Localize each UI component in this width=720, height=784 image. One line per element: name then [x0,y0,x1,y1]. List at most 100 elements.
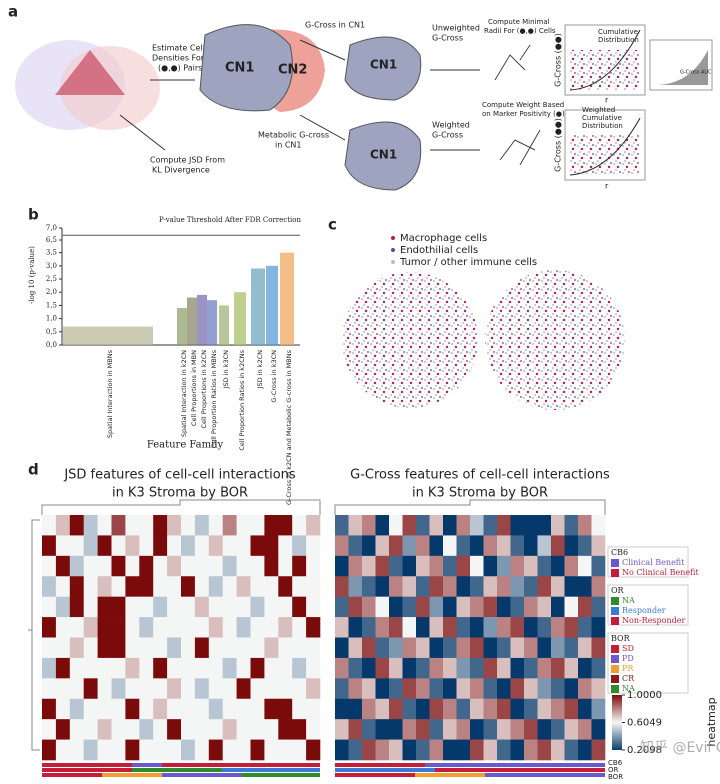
text: G-Cross in CN1 [305,21,365,30]
heatmap-cell [591,555,606,577]
heatmap-cell [389,678,403,700]
text: on Marker Positivity (●) [482,110,565,118]
heatmap-cell [250,698,265,720]
heatmap-cell [564,515,579,536]
heatmap-cell [335,739,349,761]
heatmap-cell [510,576,525,597]
heatmap-cell [483,657,498,679]
colorbar-label: heatmap [705,697,718,746]
heatmap-cell [250,657,265,679]
heatmap-cell [167,576,182,597]
legend-label: CR [622,674,635,683]
heatmap-cell [348,698,363,720]
heatmap-cell [416,535,430,557]
heatmap-cell [578,576,592,597]
y-tick-label: 6,5 [46,236,57,244]
heatmap-cell [69,596,84,618]
heatmap-cell [167,515,182,536]
heatmap-cell [139,657,154,679]
x-tick-label: Spatial Interaction in k2CN [180,350,188,437]
heatmap-cell [222,596,237,618]
track-label: CB6 [608,759,623,767]
heatmap-cell [55,739,71,761]
heatmap-cell [591,698,606,720]
heatmap-cell [83,555,98,577]
heatmap-cell [591,739,606,761]
radii-lines [494,44,541,166]
heatmap-cell [483,515,498,536]
heatmap-cell [306,596,321,618]
heatmap-cell [443,657,457,679]
heatmap-cell [306,637,321,659]
heatmap-cell [524,515,538,536]
heatmap-cell [292,719,307,740]
heatmap-cell [416,698,430,720]
heatmap-cell [278,596,293,618]
panel-b-plot: 0,0 0,5 1,0 1,5 2,0 2,5 3,0 3,5 6,5 7,0 Spatial In… [46,224,300,505]
heatmap-cell [153,576,168,597]
panel-label: c [328,216,337,234]
heatmap-cell [208,535,223,557]
x-tick-label: Cell Proportions in k2CN [200,350,208,429]
heatmap-cell [335,657,349,679]
heatmap-cell [153,739,168,761]
heatmap-cell [537,617,552,638]
heatmap-cell [456,719,471,740]
heatmap-cell [470,596,484,618]
heatmap-cell [55,535,71,557]
heatmap-cell [335,596,349,618]
heatmap-cell [537,657,552,679]
legend-swatch [611,597,619,605]
heatmap-cell [578,657,592,679]
heatmap-cell [483,678,498,700]
heatmap-cell [416,617,430,638]
y-tick-label: 1,0 [46,315,57,323]
heatmap-cell [497,719,511,740]
heatmap-cell [510,698,525,720]
heatmap-cell [83,657,98,679]
heatmap-cell [375,576,390,597]
text: Densities For [152,54,205,63]
heatmap-cell [181,739,196,761]
heatmap-cell [97,617,112,638]
heatmap-cell [537,596,552,618]
heatmap-cell [306,678,321,700]
heatmap-cell [181,555,196,577]
heatmap-cell [564,657,579,679]
heatmap-cell [402,596,417,618]
heatmap-cell [362,555,376,577]
heatmap-cell [194,555,210,577]
heatmap-cell [564,739,579,761]
heatmap-cell [524,739,538,761]
heatmap-cell [348,719,363,740]
heatmap-cell [578,555,592,577]
heatmap-cell [497,678,511,700]
heatmap-cell [222,739,237,761]
heatmap-cell [348,535,363,557]
heatmap-cell [250,576,265,597]
heatmap-cell [222,678,237,700]
heatmap-cell [222,617,237,638]
colorbar-tick-label: 1.0000 [627,690,662,701]
heatmap-cell [278,576,293,597]
legend-label: Clinical Benefit [622,558,685,567]
heatmap-cell [139,555,154,577]
text: G-Cross AUC [680,70,712,76]
heatmap-cell [292,637,307,659]
heatmap-cell [551,698,565,720]
legend-box [607,546,689,578]
heatmap-cell [42,739,57,761]
heatmap-cell [97,698,112,720]
text: Metabolic G-cross [258,131,329,140]
heatmap-cell [194,739,210,761]
axis-label: Feature Family [147,440,224,451]
legend-label: Responder [622,606,666,615]
text: Distribution [582,122,623,130]
heatmap-cell [429,596,444,618]
heatmap-cell [564,555,579,577]
text: Compute Weight Based [482,101,564,109]
strip [266,265,278,345]
y-tick-label: 7,0 [46,224,57,232]
heatmap-cell [524,698,538,720]
